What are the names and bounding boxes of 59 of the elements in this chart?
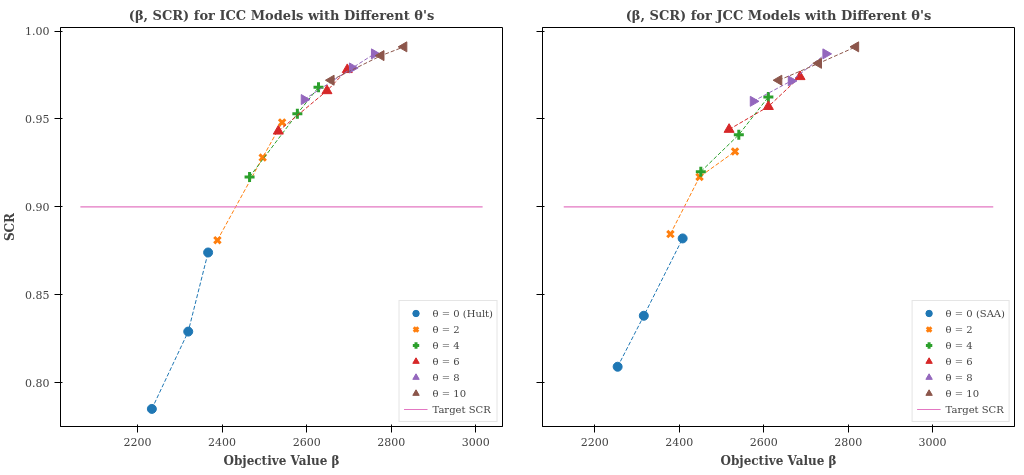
x-tick-label: 3000 <box>918 435 947 449</box>
legend-label: θ = 10 <box>432 386 466 401</box>
point <box>694 165 708 179</box>
legend-label: θ = 10 <box>945 386 980 401</box>
legend-label: θ = 6 <box>432 354 460 369</box>
legend-label: θ = 0 (SAA) <box>945 306 1005 321</box>
y-tick-label: 0.80 <box>25 376 50 390</box>
legend-label: θ = 8 <box>945 370 973 385</box>
x-tick-label: 2400 <box>208 435 237 449</box>
point <box>723 123 735 133</box>
point <box>677 233 688 244</box>
point <box>849 41 860 53</box>
point <box>203 247 214 258</box>
x-axis-title: Objective Value β <box>720 453 837 468</box>
point <box>397 41 408 53</box>
legend-label: θ = 2 <box>945 322 973 337</box>
y-tick-label: 0.90 <box>25 200 50 214</box>
point <box>243 170 257 184</box>
legend-label: θ = 6 <box>945 354 973 369</box>
point <box>324 74 335 86</box>
x-tick-label: 2600 <box>749 435 778 449</box>
legend-label: θ = 8 <box>432 370 460 385</box>
point <box>812 57 822 69</box>
legend-label: θ = 0 (Hult) <box>432 306 493 321</box>
legend-label: θ = 4 <box>432 338 460 353</box>
chart-title: (β, SCR) for ICC Models with Different θ's <box>128 7 435 23</box>
x-tick-label: 2200 <box>580 435 609 449</box>
x-tick-label: 2800 <box>377 435 406 449</box>
chart-title: (β, SCR) for JCC Models with Different θ's <box>625 7 932 23</box>
x-tick-label: 2800 <box>834 435 863 449</box>
y-axis-title: SCR <box>3 211 18 242</box>
x-axis-title: Objective Value β <box>223 453 340 468</box>
point <box>612 361 623 372</box>
x-tick-label: 3000 <box>461 435 490 449</box>
y-tick-label: 0.85 <box>25 288 50 302</box>
point <box>822 48 833 60</box>
point <box>258 152 268 163</box>
point <box>732 128 746 142</box>
legend-label: Target SCR <box>432 402 491 417</box>
y-tick-label: 0.95 <box>25 112 50 126</box>
point <box>300 94 311 106</box>
x-tick-label: 2600 <box>292 435 321 449</box>
legend-label: θ = 2 <box>432 322 460 337</box>
point <box>749 95 760 107</box>
x-tick-label: 2200 <box>123 435 152 449</box>
point <box>183 326 194 337</box>
point <box>272 124 284 135</box>
legend-label: Target SCR <box>945 402 1004 417</box>
legend-label: θ = 4 <box>945 338 973 353</box>
point <box>374 50 385 62</box>
point <box>772 74 783 86</box>
point <box>146 403 157 414</box>
y-tick-label: 1.00 <box>25 25 50 39</box>
x-tick-label: 2400 <box>665 435 694 449</box>
point <box>762 100 774 110</box>
point <box>638 310 649 321</box>
point <box>321 84 333 95</box>
point <box>787 75 798 87</box>
point <box>277 117 287 128</box>
